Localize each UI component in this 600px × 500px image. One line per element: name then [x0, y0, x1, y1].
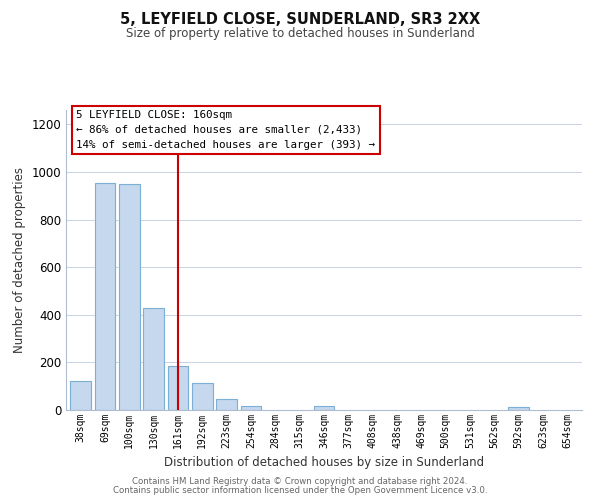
Text: 5 LEYFIELD CLOSE: 160sqm
← 86% of detached houses are smaller (2,433)
14% of sem: 5 LEYFIELD CLOSE: 160sqm ← 86% of detach…	[76, 110, 376, 150]
Bar	[95, 182, 115, 410]
Bar	[216, 398, 237, 410]
Y-axis label: Number of detached properties: Number of detached properties	[13, 167, 26, 353]
Text: Contains HM Land Registry data © Crown copyright and database right 2024.: Contains HM Land Registry data © Crown c…	[132, 477, 468, 486]
Bar	[314, 406, 334, 410]
Bar	[70, 382, 91, 410]
Bar	[508, 407, 529, 410]
Bar	[143, 308, 164, 410]
X-axis label: Distribution of detached houses by size in Sunderland: Distribution of detached houses by size …	[164, 456, 484, 469]
Text: 5, LEYFIELD CLOSE, SUNDERLAND, SR3 2XX: 5, LEYFIELD CLOSE, SUNDERLAND, SR3 2XX	[120, 12, 480, 28]
Bar	[119, 184, 140, 410]
Text: Size of property relative to detached houses in Sunderland: Size of property relative to detached ho…	[125, 28, 475, 40]
Bar	[241, 406, 262, 410]
Bar	[192, 382, 212, 410]
Text: Contains public sector information licensed under the Open Government Licence v3: Contains public sector information licen…	[113, 486, 487, 495]
Bar	[167, 366, 188, 410]
